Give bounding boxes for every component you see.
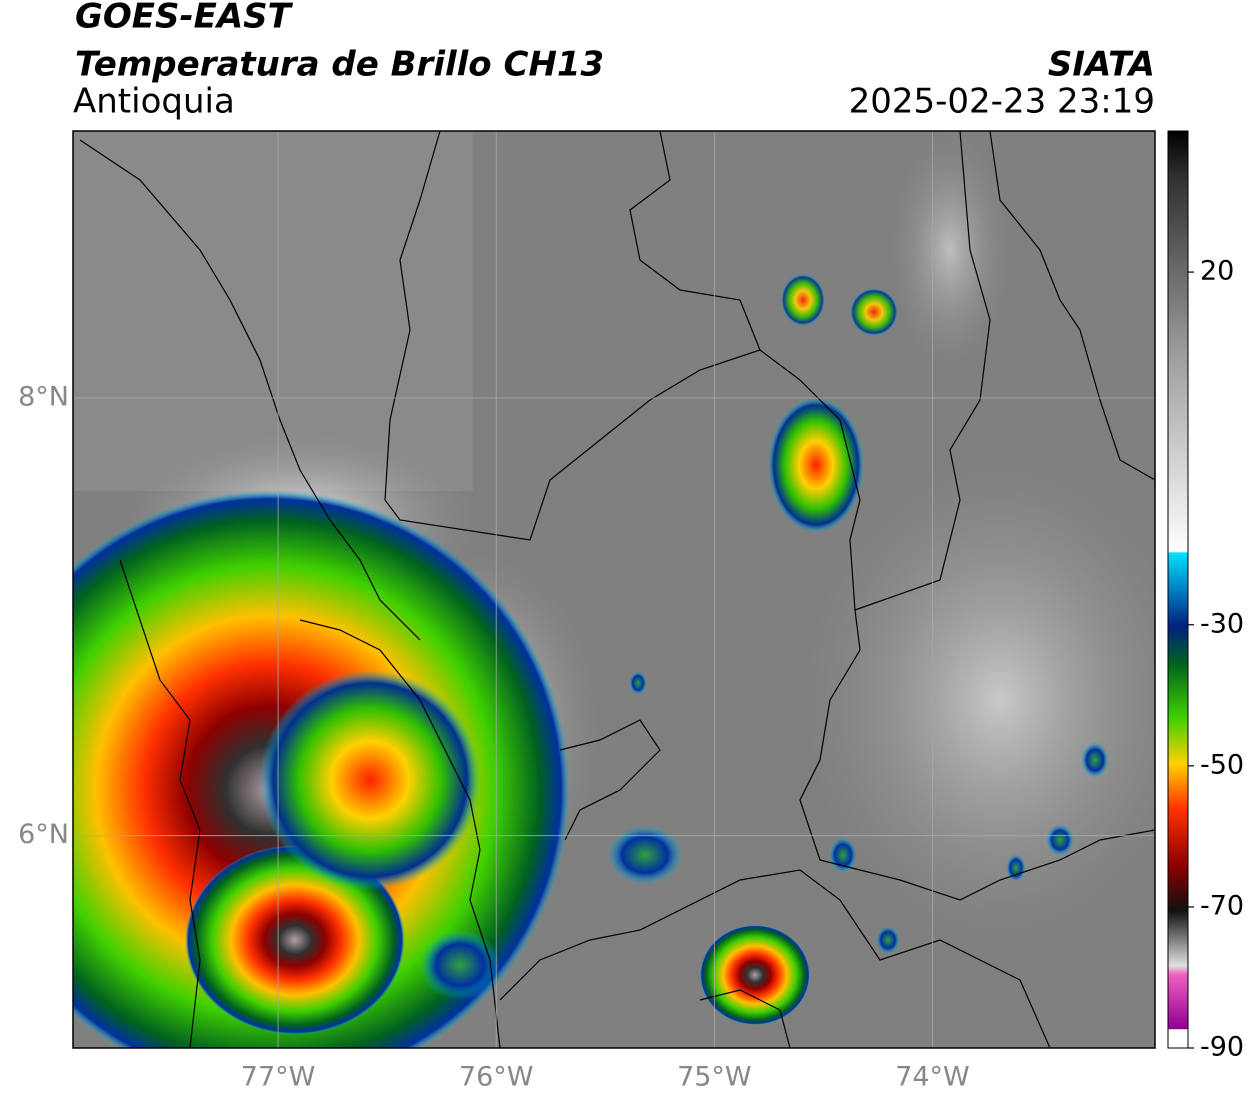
x-tick-label: 77°W (241, 1062, 316, 1093)
header: GOES-EAST Temperatura de Brillo CH13 Ant… (73, 0, 1155, 122)
x-tick-label: 76°W (459, 1062, 534, 1093)
colorbar-tick-label: -30 (1200, 608, 1244, 639)
datetime: 2025-02-23 23:19 (849, 82, 1155, 122)
source: SIATA (1048, 45, 1155, 85)
map-frame (72, 130, 1156, 1049)
title: GOES-EAST (75, 0, 294, 37)
colorbar-tick-label: -90 (1200, 1032, 1244, 1063)
colorbar-ramp (1167, 130, 1189, 1049)
graticule (73, 131, 1155, 1048)
subtitle: Temperatura de Brillo CH13 (75, 45, 604, 85)
x-tick-label: 75°W (677, 1062, 752, 1093)
x-tick-label: 74°W (895, 1062, 970, 1093)
colorbar-tick-label: 20 (1200, 256, 1234, 287)
colorbar-tick-label: -70 (1200, 890, 1244, 921)
map (72, 130, 1156, 1049)
y-tick-label: 6°N (18, 819, 69, 850)
imagery (73, 131, 1155, 1048)
colorbar: 20 -30 -50 -70 -90 (1167, 130, 1244, 1063)
region: Antioquia (73, 82, 235, 122)
colorbar-tick-label: -50 (1200, 749, 1244, 780)
y-tick-label: 8°N (18, 382, 69, 413)
